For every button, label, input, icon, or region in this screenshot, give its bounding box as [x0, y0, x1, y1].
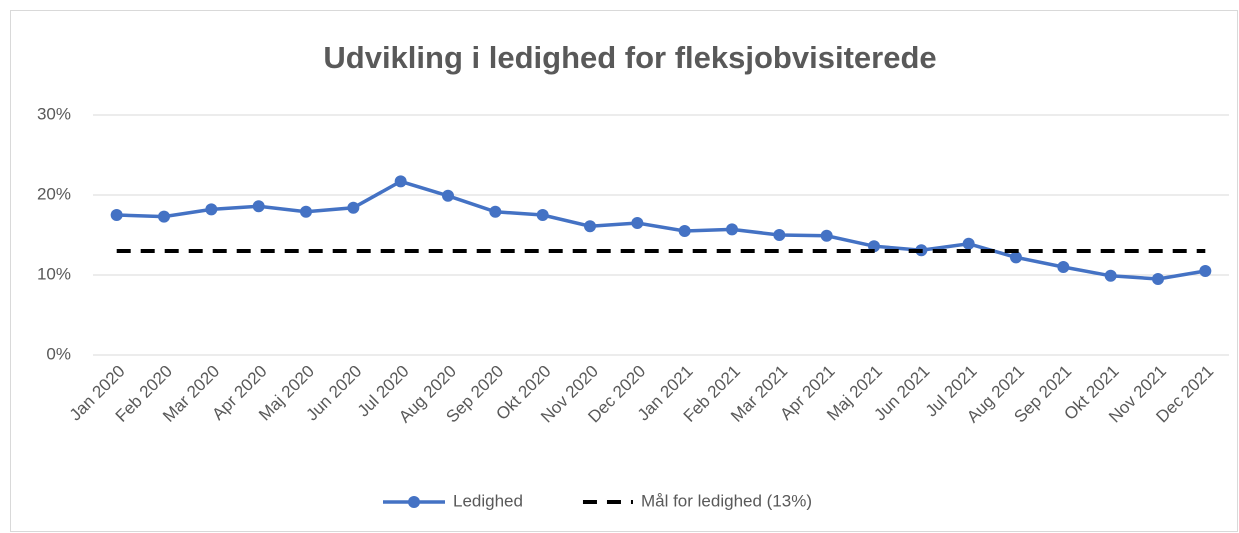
data-point	[536, 209, 549, 221]
data-point	[394, 175, 407, 188]
chart-border	[10, 10, 1238, 532]
data-point	[1152, 273, 1164, 285]
data-point	[205, 203, 218, 216]
y-tick-label: 0%	[46, 344, 71, 363]
data-point	[726, 223, 738, 236]
data-point	[631, 217, 644, 229]
data-point	[584, 220, 596, 233]
data-point	[962, 237, 975, 250]
y-tick-label: 10%	[37, 264, 71, 283]
series-line	[116, 179, 1206, 281]
data-point	[1104, 269, 1117, 282]
data-point	[252, 200, 265, 213]
data-point	[1010, 251, 1022, 264]
legend-label: Mål for ledighed (13%)	[641, 491, 812, 510]
data-point	[820, 229, 833, 242]
data-point	[1057, 261, 1070, 273]
data-point	[678, 225, 691, 237]
data-point	[489, 205, 502, 218]
data-point	[442, 189, 454, 202]
data-point	[347, 201, 360, 214]
y-tick-label: 30%	[37, 104, 71, 123]
data-point	[773, 229, 786, 241]
data-point	[110, 209, 123, 221]
chart-title: Udvikling i ledighed for fleksjobvisiter…	[323, 40, 936, 75]
legend-label: Ledighed	[453, 491, 523, 510]
legend-marker	[408, 496, 420, 508]
data-point	[1199, 265, 1212, 277]
y-tick-label: 20%	[37, 184, 71, 203]
data-point	[300, 205, 312, 218]
data-point	[158, 210, 170, 223]
